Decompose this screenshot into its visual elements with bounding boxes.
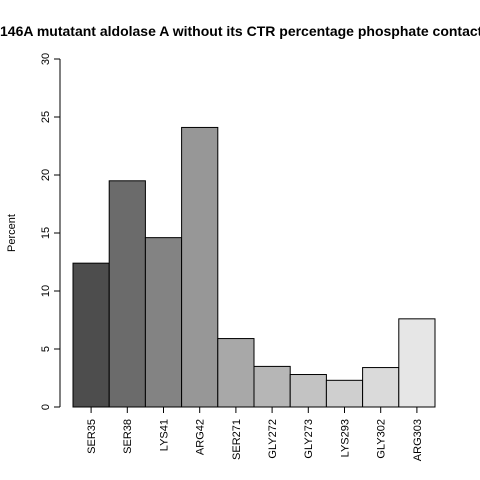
bar-gly273: [289, 374, 327, 408]
x-tick-label: GLY273: [303, 419, 315, 459]
y-tick-label: 10: [40, 285, 52, 297]
bar-gly302: [362, 367, 400, 408]
x-tick-label: GLY272: [267, 419, 279, 459]
x-tick-label: GLY302: [376, 419, 388, 459]
y-tick-label: 20: [40, 169, 52, 181]
y-tick-label: 25: [40, 111, 52, 123]
bar-ser38: [108, 180, 146, 408]
bar-gly272: [253, 365, 291, 408]
bar-arg42: [181, 126, 219, 408]
y-tick-label: 0: [40, 404, 52, 410]
bar-ser35: [72, 262, 110, 408]
y-tick-label: 15: [40, 227, 52, 239]
chart-title: K146A mutatant aldolase A without its CT…: [0, 23, 480, 39]
bar-arg303: [398, 318, 436, 408]
x-tick-label: SER35: [86, 419, 98, 454]
bar-ser271: [217, 338, 255, 408]
bars: [72, 126, 436, 408]
x-tick-label: LYS41: [158, 419, 170, 451]
bar-lys41: [144, 237, 183, 408]
y-axis-label: Percent: [6, 214, 18, 252]
x-axis-ticks: SER35 SER38 LYS41 ARG42 SER271 GLY272 GLY273 LY…: [86, 407, 424, 461]
y-tick-label: 5: [40, 346, 52, 352]
y-axis-ticks: 0 5 10 15 20 25 30: [40, 53, 60, 410]
x-tick-label: SER271: [231, 419, 243, 460]
x-tick-label: LYS293: [339, 419, 351, 457]
bar-lys293: [325, 379, 364, 408]
x-tick-label: ARG303: [412, 419, 424, 461]
y-tick-label: 30: [40, 53, 52, 65]
x-tick-label: SER38: [122, 419, 134, 454]
x-tick-label: ARG42: [195, 419, 207, 455]
